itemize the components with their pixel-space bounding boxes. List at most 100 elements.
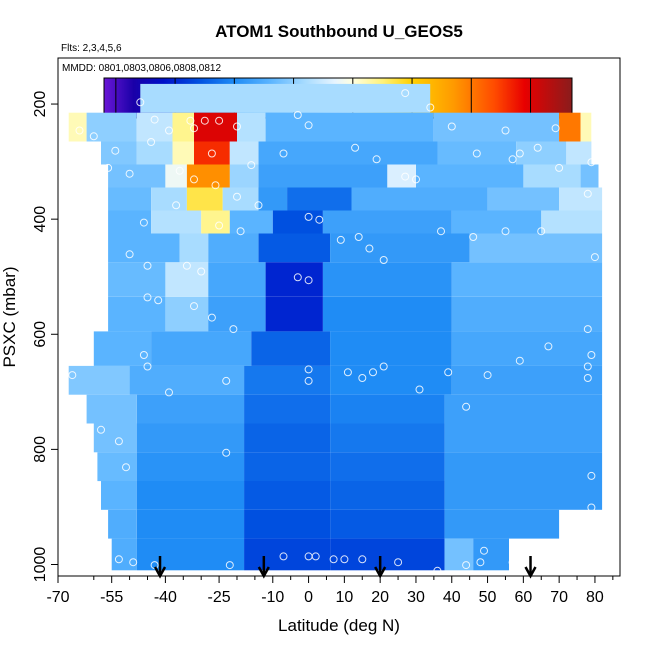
heatmap-cell — [93, 331, 152, 366]
heatmap-cell — [444, 538, 474, 571]
heatmap-cell — [580, 164, 599, 188]
sample-point — [197, 267, 206, 276]
sample-point — [68, 371, 77, 380]
heatmap-cell — [258, 233, 331, 263]
heatmap-cell — [566, 141, 592, 165]
sample-point — [215, 116, 224, 125]
sample-point — [472, 149, 481, 158]
heatmap-cell — [330, 331, 452, 366]
x-axis-title: Latitude (deg N) — [278, 616, 400, 635]
sample-point — [122, 463, 130, 472]
sample-point — [211, 181, 220, 190]
sample-point — [143, 293, 152, 302]
heatmap-cell — [208, 233, 259, 263]
heatmap-cell — [97, 452, 137, 482]
sample-point — [587, 471, 596, 480]
dates-note: MMDD: 0801,0803,0806,0808,0812 — [62, 63, 221, 74]
plot-area — [57, 57, 621, 579]
heatmap-cell — [208, 296, 266, 332]
heatmap-cell — [322, 210, 452, 234]
sample-point — [236, 227, 245, 236]
sample-point — [515, 356, 524, 365]
sample-point — [533, 143, 542, 152]
sample-point — [143, 261, 152, 270]
x-tick-label: 10 — [335, 589, 353, 606]
heatmap-cell — [451, 296, 603, 332]
heatmap-cell — [330, 452, 445, 482]
sample-point — [587, 351, 596, 359]
sample-point — [154, 296, 163, 305]
y-tick-label: 1000 — [32, 547, 49, 583]
sample-point — [379, 256, 388, 264]
sample-point — [587, 158, 596, 167]
sample-point — [143, 362, 152, 371]
x-tick-label: 30 — [407, 589, 425, 606]
sample-point — [437, 227, 445, 236]
sample-point — [340, 555, 349, 564]
sample-point — [182, 261, 191, 270]
heatmap-cell — [108, 210, 152, 234]
sample-point — [369, 368, 377, 377]
sample-point — [207, 313, 216, 322]
sample-point — [190, 124, 198, 133]
heatmap-cell — [194, 112, 237, 142]
heatmap-cell — [165, 262, 209, 297]
heatmap-cell — [265, 112, 434, 142]
sample-point — [311, 552, 320, 561]
plot-frame — [57, 57, 621, 577]
heatmap-cell — [330, 365, 452, 395]
sample-point — [394, 558, 403, 567]
heatmap-cell — [229, 210, 273, 234]
heatmap-cell — [136, 481, 245, 510]
x-tick-label: -55 — [100, 589, 123, 606]
x-tick-label: 60 — [514, 589, 532, 606]
sample-point — [555, 163, 564, 172]
heatmap-cell — [330, 509, 445, 539]
sample-point — [444, 368, 453, 377]
sample-point — [293, 111, 302, 119]
sample-point — [587, 503, 596, 512]
sample-point — [304, 276, 313, 285]
heatmap-cell — [451, 210, 542, 234]
sample-point — [147, 138, 156, 146]
heatmap-cell — [186, 187, 223, 211]
sample-point — [583, 374, 592, 382]
sample-point — [304, 121, 313, 130]
heatmap-cells — [68, 83, 603, 571]
heatmap-cell — [244, 452, 330, 482]
heatmap-cell — [444, 423, 603, 453]
heatmap-cell — [322, 296, 452, 332]
heatmap-cell — [244, 423, 330, 453]
sample-point — [551, 124, 560, 133]
heatmap-cell — [580, 112, 592, 142]
y-tick-label: 800 — [32, 436, 49, 463]
heatmap-cell — [444, 452, 603, 482]
x-tick-label: 20 — [371, 589, 389, 606]
sample-point — [139, 351, 148, 359]
heatmap-cell — [251, 331, 331, 366]
heatmap-cell — [194, 141, 230, 165]
sample-point — [433, 566, 442, 575]
sample-point — [358, 555, 367, 564]
heatmap-cell — [186, 164, 230, 188]
sample-point — [412, 175, 420, 184]
sample-point — [508, 155, 517, 164]
sample-point — [372, 155, 381, 164]
sample-point — [136, 98, 145, 107]
heatmap-cell — [179, 233, 209, 263]
heatmap-cell — [244, 394, 330, 424]
heatmap-cell — [93, 423, 137, 453]
heatmap-cell — [172, 141, 194, 165]
sample-point — [165, 126, 173, 135]
sample-point — [447, 122, 456, 131]
sample-point — [175, 166, 184, 175]
y-tick-label: 400 — [32, 206, 49, 233]
x-tick-label: 40 — [443, 589, 461, 606]
heatmap-cell — [136, 112, 173, 142]
x-tick-label: -40 — [154, 589, 177, 606]
x-tick-label: 80 — [586, 589, 604, 606]
heatmap-cell — [351, 187, 488, 211]
heatmap-cell — [451, 262, 603, 297]
heatmap-cell — [265, 296, 323, 332]
